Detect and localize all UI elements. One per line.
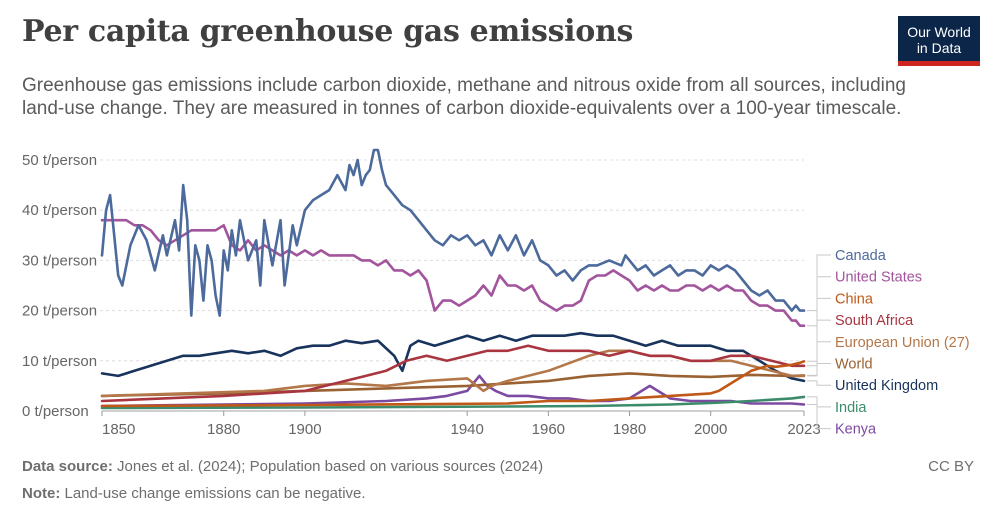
grid-lines (100, 159, 804, 412)
x-tick-label: 2000 (694, 421, 727, 438)
legend-connector (807, 404, 831, 430)
y-tick-label: 20 t/person (22, 303, 97, 320)
x-tick-label: 2023 (787, 421, 820, 438)
y-tick-label: 10 t/person (22, 353, 97, 370)
x-tick-label: 1940 (451, 421, 484, 438)
legend-label-united-kingdom[interactable]: United Kingdom (835, 378, 938, 394)
legend-label-canada[interactable]: Canada (835, 248, 887, 264)
y-tick-label: 50 t/person (22, 152, 97, 169)
legend-label-united-states[interactable]: United States (835, 270, 922, 286)
legend-connector (807, 319, 831, 367)
x-tick-label: 1980 (613, 421, 646, 438)
legend-label-european-union-27[interactable]: European Union (27) (835, 335, 970, 351)
legend-label-china[interactable]: China (835, 291, 874, 307)
x-tick-label: 1900 (288, 421, 321, 438)
x-tick-label: 1880 (207, 421, 240, 438)
data-source-label: Data source: (22, 458, 113, 475)
data-source: Data source: Jones et al. (2024); Popula… (22, 458, 543, 475)
x-tick-label: 1850 (102, 421, 135, 438)
series-line-china[interactable] (100, 360, 806, 408)
series-lines (100, 148, 806, 410)
y-tick-label: 0 t/person (22, 403, 89, 420)
note-text: Land-use change emissions can be negativ… (64, 485, 366, 502)
series-line-united-states[interactable] (100, 218, 806, 327)
chart-note: Note: Land-use change emissions can be n… (22, 485, 366, 502)
legend-label-south-africa[interactable]: South Africa (835, 313, 914, 329)
y-axis-ticks: 0 t/person 10 t/person 20 t/person 30 t/per… (22, 152, 97, 420)
chart-title: Per capita greenhouse gas emissions (22, 14, 634, 49)
note-label: Note: (22, 485, 61, 502)
series-line-united-kingdom[interactable] (100, 331, 806, 383)
legend-connector (807, 254, 831, 312)
owid-logo[interactable]: Our World in Data (898, 16, 980, 66)
series-line-european-union-27[interactable] (100, 349, 806, 398)
legend[interactable]: Canada United States China South Africa Euro… (807, 248, 970, 438)
legend-label-world[interactable]: World (835, 357, 873, 373)
series-line-south-africa[interactable] (100, 344, 806, 403)
x-tick-label: 1960 (532, 421, 565, 438)
legend-connector (807, 341, 831, 377)
legend-connector (807, 297, 831, 362)
logo-line-1: Our World (907, 24, 971, 40)
data-source-text[interactable]: Jones et al. (2024); Population based on… (117, 458, 544, 475)
series-line-canada[interactable] (100, 148, 806, 317)
y-tick-label: 30 t/person (22, 252, 97, 269)
logo-line-2: in Data (916, 40, 962, 56)
legend-connector (807, 396, 831, 408)
legend-connector (807, 276, 831, 327)
legend-connector (807, 380, 831, 386)
chart-subtitle: Greenhouse gas emissions include carbon … (22, 75, 907, 119)
legend-label-kenya[interactable]: Kenya (835, 422, 877, 438)
x-axis-ticks: 1850 1880 1900 1940 1960 1980 2000 2023 (101, 411, 821, 438)
series-line-india[interactable] (100, 395, 806, 410)
legend-label-india[interactable]: India (835, 400, 867, 416)
license-link[interactable]: CC BY (928, 458, 974, 475)
y-tick-label: 40 t/person (22, 202, 97, 219)
legend-connector (807, 363, 831, 376)
